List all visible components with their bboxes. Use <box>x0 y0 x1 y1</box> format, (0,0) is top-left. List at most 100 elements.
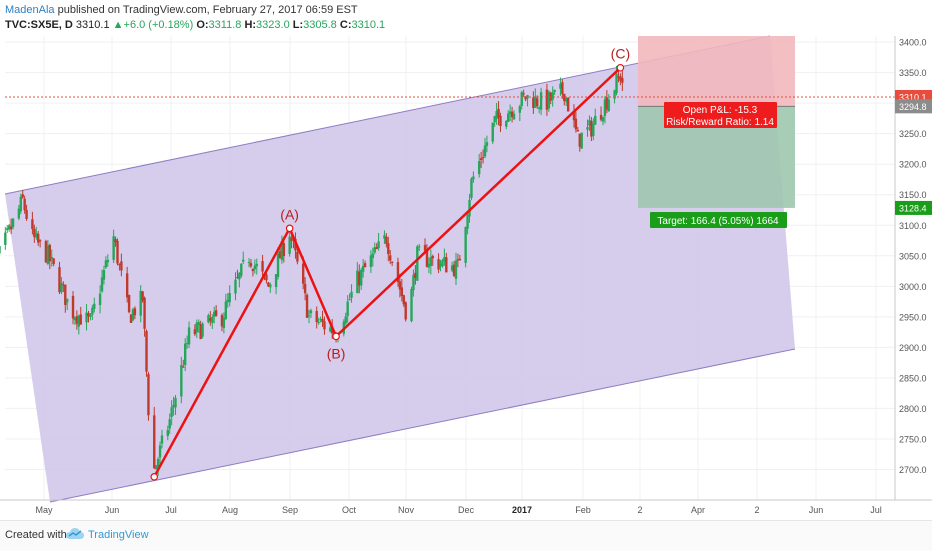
candle-body <box>174 397 177 408</box>
wave-label: (B) <box>327 345 346 361</box>
low-value: 3305.8 <box>303 19 337 31</box>
candle-body <box>404 302 407 320</box>
candle-body <box>44 241 48 263</box>
candle-body <box>572 111 576 121</box>
axis-price-tag-text: 3294.8 <box>899 102 927 112</box>
y-tick-label: 3050.0 <box>899 251 927 261</box>
candle-body <box>389 255 392 261</box>
y-tick-label: 3350.0 <box>899 68 927 78</box>
candle-body <box>534 96 537 108</box>
candle-body <box>414 272 417 279</box>
x-tick-label: 2 <box>637 505 642 515</box>
x-tick-label: Jun <box>105 505 120 515</box>
candle-body <box>416 246 419 281</box>
candle-body <box>559 83 562 89</box>
x-tick-label: Oct <box>342 505 357 515</box>
candle-body <box>100 277 104 292</box>
candle-body <box>402 295 405 305</box>
candle-body <box>104 260 108 268</box>
candle-body <box>226 299 229 303</box>
y-tick-label: 2800.0 <box>899 404 927 414</box>
candle-body <box>390 261 394 263</box>
candle-body <box>35 232 38 238</box>
candle-body <box>209 318 212 321</box>
ascending-channel <box>5 36 795 502</box>
candle-body <box>187 327 191 345</box>
candle-body <box>369 255 373 268</box>
x-tick-label: Jul <box>870 505 882 515</box>
candle-body <box>242 259 245 262</box>
y-tick-label: 3100.0 <box>899 221 927 231</box>
candle-body <box>466 214 469 229</box>
y-tick-label: 3150.0 <box>899 190 927 200</box>
target-label: Target: 166.4 (5.05%) 1664 <box>650 212 787 228</box>
candle-body <box>58 267 61 293</box>
candle-body <box>166 429 169 437</box>
candle-body <box>75 316 79 324</box>
candle-body <box>282 243 286 257</box>
candle-body <box>238 273 241 280</box>
candle-body <box>485 142 489 146</box>
candle-body <box>561 82 564 95</box>
candle-body <box>85 312 88 323</box>
candle-body <box>131 309 135 321</box>
candle-body <box>23 198 26 211</box>
candle-body <box>73 318 77 321</box>
candle-body <box>348 299 351 301</box>
candle-body <box>309 310 313 314</box>
candle-body <box>79 314 82 325</box>
symbol-label: TVC:SX5E, D <box>5 19 73 31</box>
y-axis-panel <box>895 36 932 500</box>
pnl-label-bg <box>664 102 777 128</box>
y-tick-label: 2750.0 <box>899 434 927 444</box>
candle-body <box>112 236 115 260</box>
candle-body <box>154 465 158 470</box>
candle-body <box>350 291 353 298</box>
candle-body <box>613 90 616 99</box>
candle-body <box>269 284 272 288</box>
candle-body <box>537 107 541 109</box>
candle-body <box>158 445 162 458</box>
candle-body <box>547 91 551 109</box>
candle-body <box>253 265 257 270</box>
candle-body <box>481 157 485 159</box>
candle-body <box>91 307 94 315</box>
candle-body <box>522 93 525 95</box>
candle-body <box>321 318 324 323</box>
candle-body <box>346 301 349 316</box>
wave-pivot-point <box>150 472 159 481</box>
candle-body <box>396 262 400 283</box>
candle-body <box>261 261 264 272</box>
x-tick-label: Jul <box>165 505 177 515</box>
tradingview-cloud-icon <box>66 528 84 539</box>
candle-body <box>445 257 448 273</box>
y-tick-label: 3200.0 <box>899 160 927 170</box>
x-tick-label: Jun <box>809 505 824 515</box>
candle-body <box>360 269 363 286</box>
candle-body <box>156 459 160 468</box>
x-tick-label: Sep <box>282 505 298 515</box>
candle-body <box>371 253 375 259</box>
x-tick-label: Aug <box>222 505 238 515</box>
x-tick-label: Nov <box>398 505 415 515</box>
candle-body <box>31 219 34 230</box>
candle-body <box>102 270 106 280</box>
candle-body <box>141 291 144 301</box>
candle-body <box>586 127 589 130</box>
high-value: 3323.0 <box>256 19 290 31</box>
tradingview-brand-link[interactable]: TradingView <box>88 529 149 541</box>
y-tick-label: 3400.0 <box>899 38 927 48</box>
candle-body <box>603 99 607 117</box>
candle-body <box>183 343 187 366</box>
candle-body <box>410 288 413 322</box>
candle-body <box>290 237 293 241</box>
x-tick-label: Apr <box>691 505 705 515</box>
candle-body <box>418 246 421 248</box>
candle-body <box>472 176 475 180</box>
author-link[interactable]: MadenAla <box>5 4 55 16</box>
price-change: +6.0 (+0.18%) <box>123 19 194 31</box>
candle-body <box>265 274 268 281</box>
candle-body <box>38 240 42 242</box>
